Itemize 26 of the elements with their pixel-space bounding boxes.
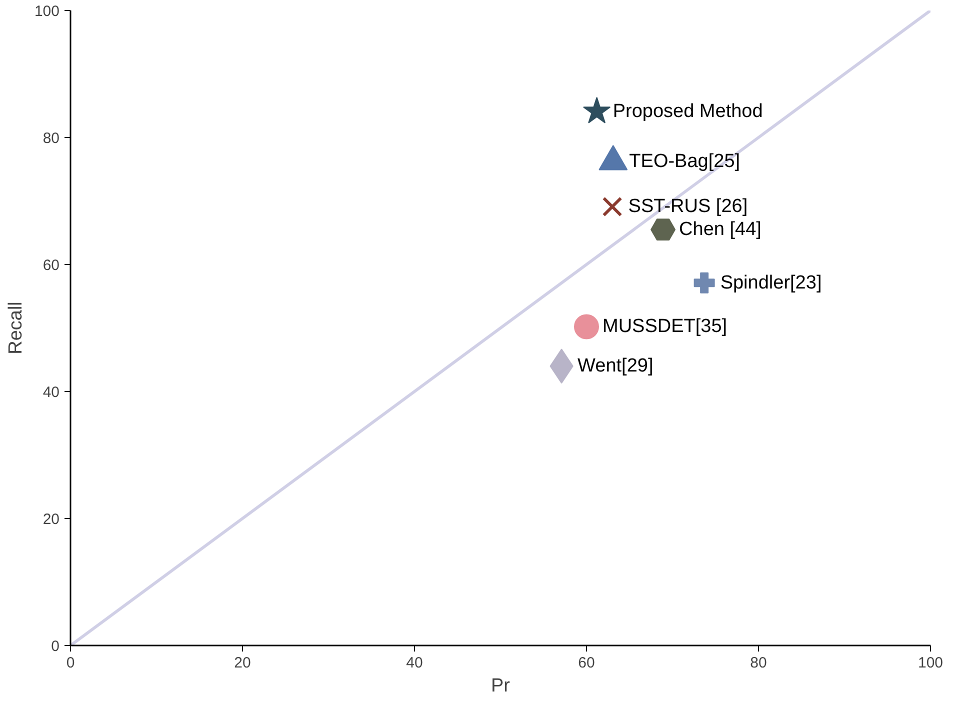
point (574, 314, 599, 340)
series-label: SST-RUS [26] (628, 196, 748, 218)
x-tick-label: 100 (918, 654, 944, 672)
series-label: Went[29] (578, 356, 654, 377)
series-label: TEO-Bag[25] (629, 151, 740, 172)
point (650, 218, 676, 240)
x-tick-label: 0 (66, 654, 75, 672)
point (694, 272, 715, 294)
y-tick-label: 80 (42, 130, 60, 147)
series-label: Proposed Method (612, 100, 763, 122)
series-label: Spindler[23] (720, 272, 822, 294)
x-tick-label: 40 (406, 654, 423, 672)
x-tick-label: 60 (578, 654, 595, 672)
y-tick-label: 60 (42, 257, 60, 274)
point (602, 196, 622, 217)
y-tick-label: 100 (34, 3, 60, 20)
y-tick-label: 40 (42, 384, 60, 401)
y-tick-label: 20 (42, 511, 60, 528)
x-tick-label: 80 (750, 654, 767, 672)
x-tick-label: 20 (234, 654, 251, 672)
y-axis-title: Recall (5, 302, 26, 354)
series-label: Chen [44] (679, 219, 762, 240)
point (583, 96, 611, 124)
y-tick-label: 0 (51, 638, 60, 655)
x-axis-title: Pr (491, 676, 511, 696)
series-label: MUSSDET[35] (602, 316, 728, 338)
